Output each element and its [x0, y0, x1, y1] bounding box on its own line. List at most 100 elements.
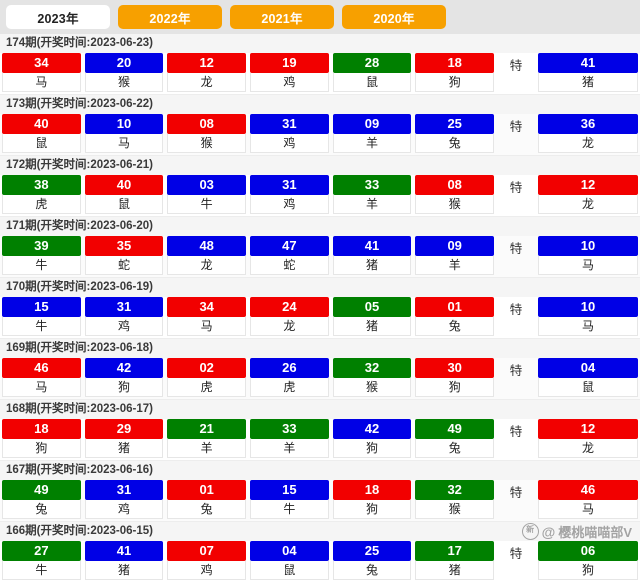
- ball-number: 33: [250, 419, 329, 439]
- normal-ball: 08 猴: [415, 175, 495, 214]
- special-ball-zodiac: 马: [538, 317, 639, 336]
- draw-row: 173期(开奖时间:2023-06-22) 40 鼠 10 马 08 猴 31 鸡 09 羊 25 兔特…: [0, 94, 640, 155]
- normal-ball: 40 鼠: [84, 175, 164, 214]
- draw-header: 168期(开奖时间:2023-06-17): [0, 399, 640, 419]
- ball-number: 42: [332, 419, 412, 439]
- ball-number: 10: [84, 114, 164, 134]
- ball-zodiac: 牛: [167, 195, 247, 214]
- ball-zodiac: 马: [2, 73, 81, 92]
- ball-number: 17: [415, 541, 495, 561]
- ball-number: 30: [415, 358, 495, 378]
- normal-ball: 49 兔: [2, 480, 81, 519]
- normal-ball: 17 猪: [415, 541, 495, 580]
- ball-zodiac: 狗: [415, 73, 495, 92]
- ball-zodiac: 马: [84, 134, 164, 153]
- ball-zodiac: 兔: [415, 317, 495, 336]
- special-ball-zodiac: 马: [538, 256, 639, 275]
- normal-ball: 48 龙: [167, 236, 247, 275]
- normal-ball: 42 狗: [332, 419, 412, 458]
- ball-number: 26: [250, 358, 329, 378]
- normal-ball: 49 兔: [415, 419, 495, 458]
- normal-ball: 10 马: [84, 114, 164, 153]
- draw-row: 174期(开奖时间:2023-06-23) 34 马 20 猴 12 龙 19 鸡 28 鼠 18 狗特…: [0, 34, 640, 94]
- special-ball: 10 马: [538, 297, 639, 336]
- special-ball-label: 特: [509, 364, 523, 378]
- draw-header: 166期(开奖时间:2023-06-15): [0, 521, 640, 541]
- ball-number: 24: [250, 297, 329, 317]
- normal-ball: 33 羊: [332, 175, 412, 214]
- draw-row: 168期(开奖时间:2023-06-17) 18 狗 29 猪 21 羊 33 羊 42 狗 49 兔特…: [0, 399, 640, 460]
- special-ball: 12 龙: [538, 419, 639, 458]
- ball-zodiac: 兔: [2, 500, 81, 519]
- ball-number: 49: [415, 419, 495, 439]
- normal-ball: 04 鼠: [250, 541, 329, 580]
- ball-number: 05: [332, 297, 412, 317]
- normal-ball: 21 羊: [167, 419, 247, 458]
- ball-zodiac: 龙: [250, 317, 329, 336]
- ball-number: 18: [415, 53, 495, 73]
- ball-strip: 39 牛 35 蛇 48 龙 47 蛇 41 猪 09 羊特 10 马: [0, 236, 640, 277]
- ball-zodiac: 猴: [332, 378, 412, 397]
- ball-zodiac: 鼠: [84, 195, 164, 214]
- ball-zodiac: 狗: [332, 500, 412, 519]
- special-ball-zodiac: 狗: [538, 561, 639, 580]
- ball-number: 08: [167, 114, 247, 134]
- ball-number: 32: [415, 480, 495, 500]
- ball-strip: 15 牛 31 鸡 34 马 24 龙 05 猪 01 兔特 10 马: [0, 297, 640, 338]
- ball-zodiac: 牛: [250, 500, 329, 519]
- ball-number: 39: [2, 236, 81, 256]
- ball-number: 31: [84, 480, 164, 500]
- ball-number: 19: [250, 53, 329, 73]
- normal-ball: 31 鸡: [250, 175, 329, 214]
- ball-zodiac: 鸡: [84, 317, 164, 336]
- normal-ball: 47 蛇: [250, 236, 329, 275]
- year-tab-2023[interactable]: 2023年: [6, 5, 110, 29]
- normal-ball: 30 狗: [415, 358, 495, 397]
- special-ball: 36 龙: [538, 114, 639, 153]
- special-ball-zodiac: 猪: [538, 73, 639, 92]
- ball-zodiac: 牛: [2, 256, 81, 275]
- year-tab-2021[interactable]: 2021年: [230, 5, 334, 29]
- ball-zodiac: 羊: [415, 256, 495, 275]
- normal-ball: 33 羊: [250, 419, 329, 458]
- ball-number: 25: [332, 541, 412, 561]
- ball-number: 01: [167, 480, 247, 500]
- draw-row: 166期(开奖时间:2023-06-15) 27 牛 41 猪 07 鸡 04 鼠 25 兔 17 猪特…: [0, 521, 640, 582]
- normal-ball: 03 牛: [167, 175, 247, 214]
- draw-row: 169期(开奖时间:2023-06-18) 46 马 42 狗 02 虎 26 虎 32 猴 30 狗特…: [0, 338, 640, 399]
- ball-number: 04: [250, 541, 329, 561]
- year-tab-2022[interactable]: 2022年: [118, 5, 222, 29]
- ball-zodiac: 猴: [84, 73, 164, 92]
- draw-header: 174期(开奖时间:2023-06-23): [0, 34, 640, 53]
- ball-strip: 38 虎 40 鼠 03 牛 31 鸡 33 羊 08 猴特 12 龙: [0, 175, 640, 216]
- normal-ball: 09 羊: [332, 114, 412, 153]
- ball-number: 21: [167, 419, 247, 439]
- special-ball-label: 特: [509, 486, 523, 500]
- special-ball-zodiac: 龙: [538, 439, 639, 458]
- special-ball-zodiac: 龙: [538, 195, 639, 214]
- normal-ball: 31 鸡: [84, 297, 164, 336]
- ball-number: 12: [167, 53, 247, 73]
- draw-header: 173期(开奖时间:2023-06-22): [0, 94, 640, 114]
- ball-number: 20: [84, 53, 164, 73]
- special-ball-number: 04: [538, 358, 639, 378]
- ball-number: 03: [167, 175, 247, 195]
- ball-number: 07: [167, 541, 247, 561]
- normal-ball: 46 马: [2, 358, 81, 397]
- normal-ball: 01 兔: [415, 297, 495, 336]
- normal-ball: 34 马: [167, 297, 247, 336]
- lottery-results-list: 174期(开奖时间:2023-06-23) 34 马 20 猴 12 龙 19 鸡 28 鼠 18 狗特…: [0, 34, 640, 582]
- ball-zodiac: 马: [167, 317, 247, 336]
- special-ball: 41 猪: [538, 53, 639, 92]
- special-ball-label: 特: [509, 303, 523, 317]
- normal-ball: 41 猪: [332, 236, 412, 275]
- draw-row: 167期(开奖时间:2023-06-16) 49 兔 31 鸡 01 兔 15 牛 18 狗 32 猴特…: [0, 460, 640, 521]
- year-tab-2020[interactable]: 2020年: [342, 5, 446, 29]
- ball-zodiac: 猪: [332, 317, 412, 336]
- ball-zodiac: 牛: [2, 317, 81, 336]
- ball-zodiac: 猪: [84, 439, 164, 458]
- normal-ball: 02 虎: [167, 358, 247, 397]
- ball-number: 15: [250, 480, 329, 500]
- ball-zodiac: 兔: [415, 439, 495, 458]
- ball-number: 47: [250, 236, 329, 256]
